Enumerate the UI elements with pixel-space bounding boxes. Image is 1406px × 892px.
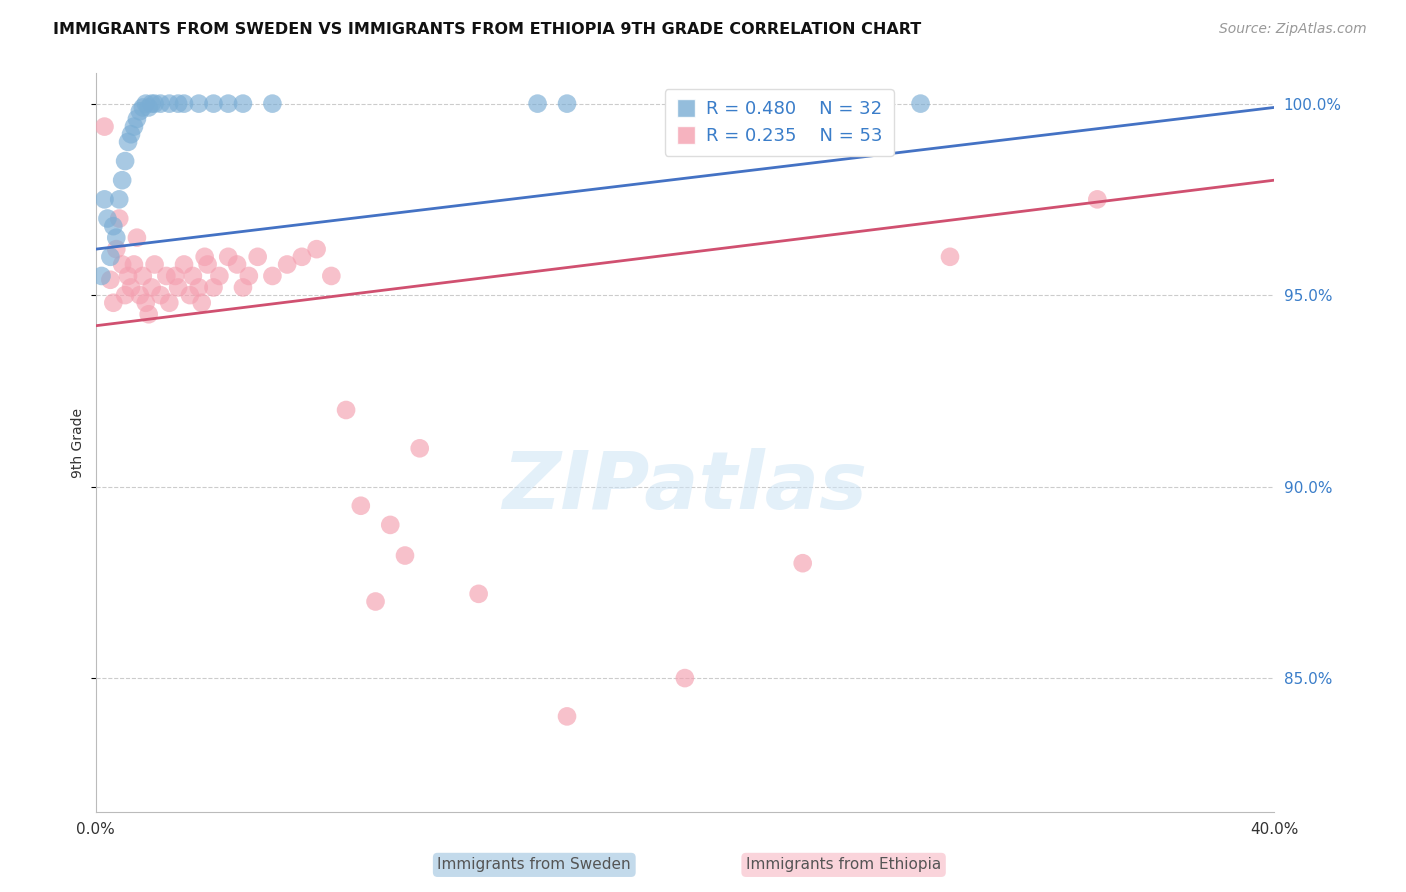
Point xyxy=(143,257,166,271)
Point xyxy=(165,268,187,283)
Text: Source: ZipAtlas.com: Source: ZipAtlas.com xyxy=(1219,22,1367,37)
Point xyxy=(120,280,142,294)
Point xyxy=(157,96,180,111)
Point xyxy=(181,268,204,283)
Point xyxy=(111,173,134,187)
Point xyxy=(103,219,125,234)
Point xyxy=(149,96,172,111)
Point xyxy=(276,257,298,271)
Point xyxy=(409,442,432,456)
Point xyxy=(117,268,139,283)
Point xyxy=(394,549,416,563)
Point xyxy=(135,295,157,310)
Point xyxy=(217,96,239,111)
Point xyxy=(190,295,212,310)
Point xyxy=(202,96,225,111)
Legend: R = 0.480    N = 32, R = 0.235    N = 53: R = 0.480 N = 32, R = 0.235 N = 53 xyxy=(665,89,894,156)
Point xyxy=(173,257,195,271)
Point xyxy=(103,295,125,310)
Point xyxy=(128,104,150,119)
Point xyxy=(555,709,578,723)
Point xyxy=(100,250,122,264)
Point xyxy=(90,268,112,283)
Point xyxy=(187,96,209,111)
Point xyxy=(555,96,578,111)
Point xyxy=(155,268,177,283)
Point xyxy=(143,96,166,111)
Point xyxy=(335,403,357,417)
Point xyxy=(262,268,284,283)
Point xyxy=(117,135,139,149)
Point xyxy=(217,250,239,264)
Point xyxy=(167,280,190,294)
Point xyxy=(93,120,115,134)
Text: Immigrants from Ethiopia: Immigrants from Ethiopia xyxy=(747,857,941,872)
Point xyxy=(108,193,131,207)
Point xyxy=(910,96,932,111)
Point xyxy=(157,295,180,310)
Point xyxy=(125,230,148,244)
Text: IMMIGRANTS FROM SWEDEN VS IMMIGRANTS FROM ETHIOPIA 9TH GRADE CORRELATION CHART: IMMIGRANTS FROM SWEDEN VS IMMIGRANTS FRO… xyxy=(53,22,922,37)
Point xyxy=(173,96,195,111)
Point xyxy=(105,230,128,244)
Point xyxy=(1085,193,1108,207)
Point xyxy=(167,96,190,111)
Point xyxy=(138,307,160,321)
Point xyxy=(93,193,115,207)
Point xyxy=(187,280,209,294)
Point xyxy=(364,594,387,608)
Point xyxy=(305,242,328,256)
Point xyxy=(132,100,155,114)
Point xyxy=(141,96,163,111)
Text: Immigrants from Sweden: Immigrants from Sweden xyxy=(437,857,631,872)
Point xyxy=(197,257,219,271)
Text: ZIPatlas: ZIPatlas xyxy=(502,448,868,526)
Point xyxy=(232,280,254,294)
Point xyxy=(380,517,402,532)
Y-axis label: 9th Grade: 9th Grade xyxy=(72,408,86,477)
Point xyxy=(114,154,136,169)
Point xyxy=(194,250,217,264)
Point xyxy=(138,100,160,114)
Point xyxy=(149,288,172,302)
Point xyxy=(232,96,254,111)
Point xyxy=(321,268,343,283)
Point xyxy=(673,671,696,685)
Point xyxy=(105,242,128,256)
Point xyxy=(238,268,260,283)
Point xyxy=(141,280,163,294)
Point xyxy=(762,96,785,111)
Point xyxy=(108,211,131,226)
Point xyxy=(526,96,548,111)
Point xyxy=(291,250,314,264)
Point xyxy=(122,257,145,271)
Point xyxy=(202,280,225,294)
Point xyxy=(939,250,962,264)
Point xyxy=(96,211,118,226)
Point xyxy=(226,257,249,271)
Point xyxy=(135,96,157,111)
Point xyxy=(467,587,489,601)
Point xyxy=(350,499,373,513)
Point xyxy=(262,96,284,111)
Point xyxy=(122,120,145,134)
Point xyxy=(100,273,122,287)
Point xyxy=(208,268,231,283)
Point xyxy=(114,288,136,302)
Point xyxy=(792,556,814,570)
Point xyxy=(120,128,142,142)
Point xyxy=(125,112,148,126)
Point xyxy=(128,288,150,302)
Point xyxy=(111,257,134,271)
Point xyxy=(179,288,201,302)
Point xyxy=(246,250,269,264)
Point xyxy=(132,268,155,283)
